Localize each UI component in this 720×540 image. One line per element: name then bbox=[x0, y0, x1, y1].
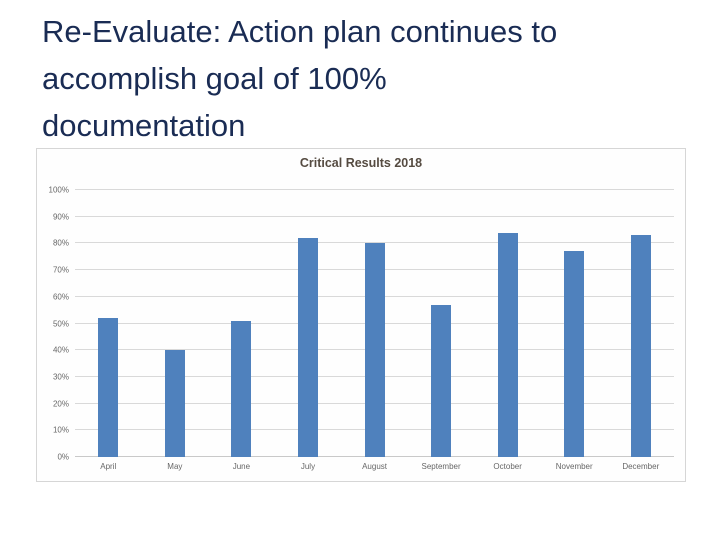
bars-row bbox=[75, 190, 674, 457]
bar-slot-july bbox=[275, 190, 342, 457]
slide-title-line-1: Re-Evaluate: Action plan continues to bbox=[42, 14, 558, 49]
y-tick-label-0: 0% bbox=[57, 452, 69, 462]
bar-slot-april bbox=[75, 190, 142, 457]
y-tick-label-10: 10% bbox=[52, 425, 69, 435]
plot-area: 100% 90% 80% 70% 60% 50% 40% 30% 20% 10% 0% bbox=[49, 186, 674, 462]
x-category-label-june: June bbox=[232, 462, 251, 471]
bar-june bbox=[231, 320, 252, 457]
y-tick-label-80: 80% bbox=[52, 238, 69, 248]
bar-april bbox=[98, 318, 119, 457]
x-category-label-september: September bbox=[421, 462, 461, 471]
slide-title: Re-Evaluate: Action plan continues to ac… bbox=[42, 8, 702, 149]
bar-november bbox=[564, 251, 585, 457]
slide-title-line-2: accomplish goal of 100% bbox=[42, 61, 387, 96]
x-category-label-november: November bbox=[555, 462, 593, 471]
bar-chart: Critical Results 2018 100% 90% 80% 70% 60% 50… bbox=[36, 148, 686, 482]
gridline-100 bbox=[75, 189, 674, 190]
bar-slot-december bbox=[608, 190, 675, 457]
bar-october bbox=[497, 232, 518, 457]
y-tick-label-100: 100% bbox=[48, 185, 69, 195]
y-tick-label-50: 50% bbox=[52, 319, 69, 328]
bar-slot-may bbox=[142, 190, 209, 457]
x-axis-category-labels: April May June July August September October No… bbox=[75, 462, 674, 476]
x-category-label-april: April bbox=[100, 462, 117, 471]
gridline-80 bbox=[75, 242, 674, 244]
bar-slot-november bbox=[541, 190, 608, 457]
y-tick-label-90: 90% bbox=[52, 212, 69, 222]
x-category-label-december: December bbox=[622, 462, 660, 471]
bar-slot-october bbox=[474, 190, 541, 457]
bar-august bbox=[364, 243, 385, 457]
x-category-label-october: October bbox=[493, 462, 522, 471]
gridline-90 bbox=[75, 215, 674, 217]
x-category-label-may: May bbox=[167, 462, 183, 471]
bar-july bbox=[297, 238, 318, 457]
bar-september bbox=[431, 304, 452, 457]
bar-may bbox=[164, 350, 185, 457]
slide-title-line-3: documentation bbox=[42, 108, 246, 143]
bar-december bbox=[630, 235, 651, 457]
chart-title: Critical Results 2018 bbox=[299, 156, 423, 170]
bar-slot-september bbox=[408, 190, 475, 457]
y-tick-label-60: 60% bbox=[52, 292, 69, 302]
x-category-label-august: August bbox=[362, 462, 387, 471]
bar-slot-june bbox=[208, 190, 275, 457]
x-category-label-july: July bbox=[300, 462, 316, 471]
y-tick-label-20: 20% bbox=[52, 399, 69, 409]
y-tick-label-70: 70% bbox=[52, 265, 69, 275]
y-tick-label-30: 30% bbox=[52, 372, 69, 382]
y-tick-label-40: 40% bbox=[52, 345, 69, 355]
bar-slot-august bbox=[341, 190, 408, 457]
